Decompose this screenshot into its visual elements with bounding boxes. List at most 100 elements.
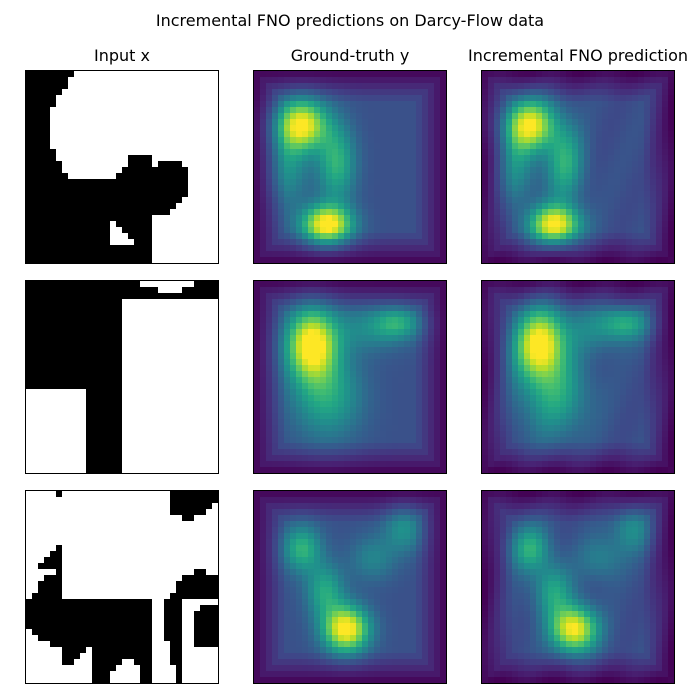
heatmap-cell: [62, 149, 69, 156]
heatmap-cell: [56, 233, 63, 240]
heatmap-cell: [620, 95, 627, 102]
heatmap-cell: [374, 257, 381, 263]
heatmap-cell: [386, 287, 393, 294]
heatmap-cell: [314, 335, 321, 342]
heatmap-cell: [398, 377, 405, 384]
heatmap-cell: [380, 341, 387, 348]
heatmap-cell: [308, 113, 315, 120]
heatmap-cell: [320, 251, 327, 258]
heatmap-cell: [188, 161, 195, 168]
heatmap-cell: [332, 389, 339, 396]
heatmap-cell: [656, 137, 663, 144]
heatmap-cell: [524, 137, 531, 144]
heatmap-cell: [302, 287, 309, 294]
heatmap-cell: [416, 95, 423, 102]
heatmap-cell: [74, 167, 81, 174]
heatmap-cell: [344, 113, 351, 120]
heatmap-cell: [272, 173, 279, 180]
heatmap-cell: [650, 191, 657, 198]
heatmap-cell: [302, 431, 309, 438]
heatmap-cell: [548, 257, 555, 263]
heatmap-cell: [128, 467, 135, 473]
heatmap-cell: [308, 257, 315, 263]
heatmap-cell: [338, 251, 345, 258]
heatmap-cell: [308, 227, 315, 234]
heatmap-cell: [206, 359, 213, 366]
heatmap-cell: [314, 305, 321, 312]
heatmap-cell: [332, 227, 339, 234]
heatmap-cell: [662, 251, 669, 258]
heatmap-cell: [134, 287, 141, 294]
heatmap-cell: [338, 323, 345, 330]
heatmap-cell: [302, 185, 309, 192]
heatmap-cell: [398, 119, 405, 126]
heatmap-cell: [290, 365, 297, 372]
heatmap-cell: [188, 443, 195, 450]
heatmap-cell: [170, 143, 177, 150]
heatmap-cell: [350, 227, 357, 234]
heatmap-cell: [104, 461, 111, 468]
heatmap-cell: [386, 437, 393, 444]
heatmap-cell: [146, 371, 153, 378]
heatmap-cell: [56, 305, 63, 312]
heatmap-cell: [356, 293, 363, 300]
heatmap-cell: [188, 467, 195, 473]
heatmap-cell: [26, 347, 33, 354]
heatmap-cell: [296, 383, 303, 390]
heatmap-cell: [86, 371, 93, 378]
heatmap-cell: [200, 251, 207, 258]
heatmap-cell: [362, 293, 369, 300]
heatmap-cell: [614, 155, 621, 162]
heatmap-cell: [602, 251, 609, 258]
heatmap-cell: [386, 113, 393, 120]
heatmap-cell: [104, 149, 111, 156]
heatmap-cell: [344, 287, 351, 294]
heatmap-cell: [188, 365, 195, 372]
heatmap-cell: [296, 137, 303, 144]
heatmap-cell: [122, 299, 129, 306]
heatmap-cell: [44, 413, 51, 420]
heatmap-cell: [326, 323, 333, 330]
heatmap-cell: [176, 341, 183, 348]
heatmap-cell: [368, 443, 375, 450]
heatmap-cell: [290, 89, 297, 96]
heatmap-cell: [134, 143, 141, 150]
heatmap-cell: [482, 71, 489, 78]
heatmap-cell: [188, 197, 195, 204]
heatmap-cell: [644, 239, 651, 246]
heatmap-cell: [416, 167, 423, 174]
heatmap-cell: [164, 221, 171, 228]
heatmap-cell: [164, 287, 171, 294]
heatmap-cell: [362, 233, 369, 240]
heatmap-cell: [356, 341, 363, 348]
heatmap-cell: [272, 197, 279, 204]
heatmap-cell: [62, 401, 69, 408]
heatmap-cell: [536, 185, 543, 192]
heatmap-cell: [524, 119, 531, 126]
heatmap-cell: [380, 413, 387, 420]
heatmap-cell: [74, 287, 81, 294]
heatmap-cell: [656, 221, 663, 228]
heatmap-cell: [152, 323, 159, 330]
heatmap-cell: [338, 329, 345, 336]
heatmap-cell: [212, 317, 218, 324]
heatmap-cell: [68, 353, 75, 360]
heatmap-cell: [80, 365, 87, 372]
heatmap-cell: [194, 257, 201, 263]
heatmap-cell: [170, 413, 177, 420]
heatmap-cell: [254, 215, 261, 222]
heatmap-cell: [566, 245, 573, 252]
heatmap-cell: [80, 179, 87, 186]
heatmap-cell: [254, 197, 261, 204]
heatmap-cell: [194, 245, 201, 252]
heatmap-cell: [380, 305, 387, 312]
heatmap-cell: [212, 293, 218, 300]
heatmap-cell: [482, 257, 489, 263]
heatmap-cell: [428, 155, 435, 162]
heatmap-cell: [392, 311, 399, 318]
heatmap-cell: [644, 113, 651, 120]
heatmap-cell: [644, 137, 651, 144]
heatmap-cell: [368, 419, 375, 426]
heatmap-cell: [278, 83, 285, 90]
heatmap-cell: [38, 71, 45, 78]
